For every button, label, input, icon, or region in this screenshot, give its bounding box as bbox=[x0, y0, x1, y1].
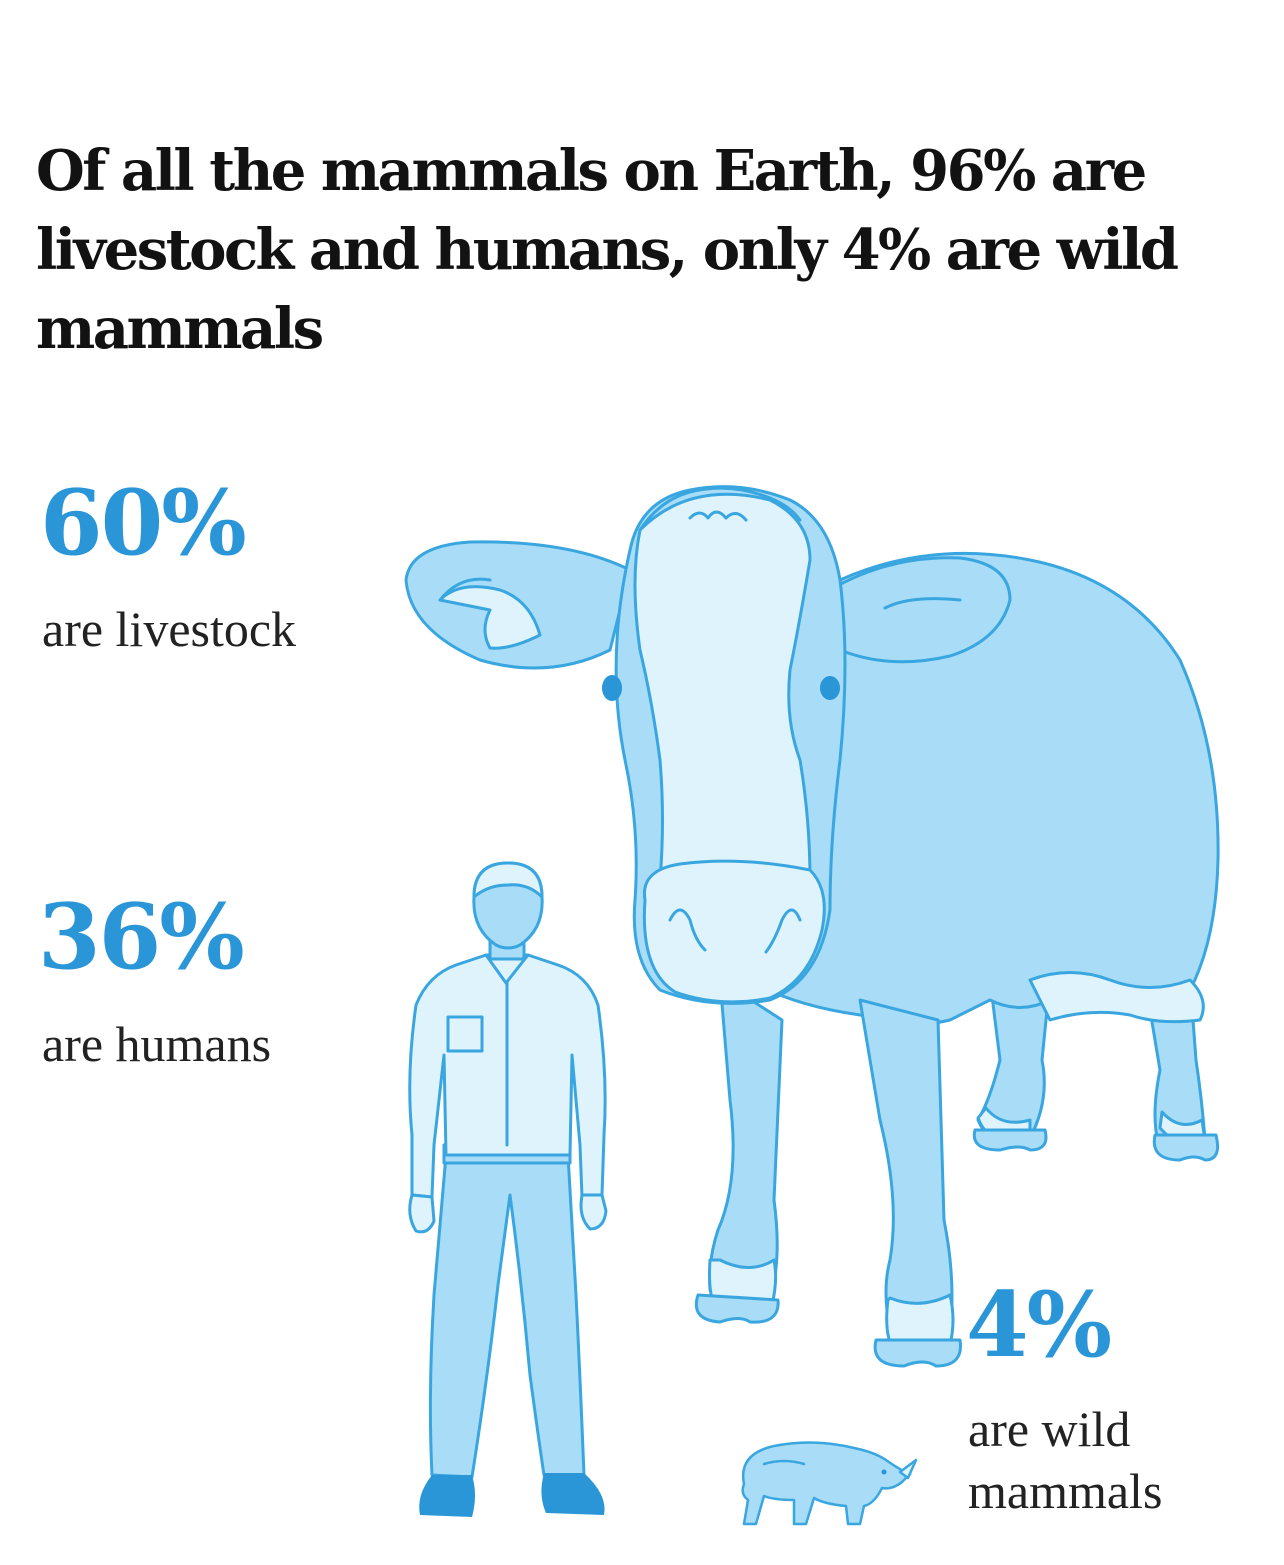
rhino-illustration bbox=[741, 1441, 918, 1526]
livestock-label: are livestock bbox=[42, 601, 297, 657]
humans-label: are humans bbox=[42, 1016, 272, 1072]
livestock-percentage: 60% bbox=[40, 470, 247, 576]
cow-illustration bbox=[404, 485, 1220, 1368]
headline: Of all the mammals on Earth, 96% are liv… bbox=[36, 138, 1179, 362]
humans-percentage: 36% bbox=[38, 884, 245, 990]
wild-mammals-percentage: 4% bbox=[966, 1272, 1112, 1378]
human-illustration bbox=[408, 861, 608, 1517]
wild-mammals-label: are wild mammals bbox=[968, 1401, 1163, 1519]
